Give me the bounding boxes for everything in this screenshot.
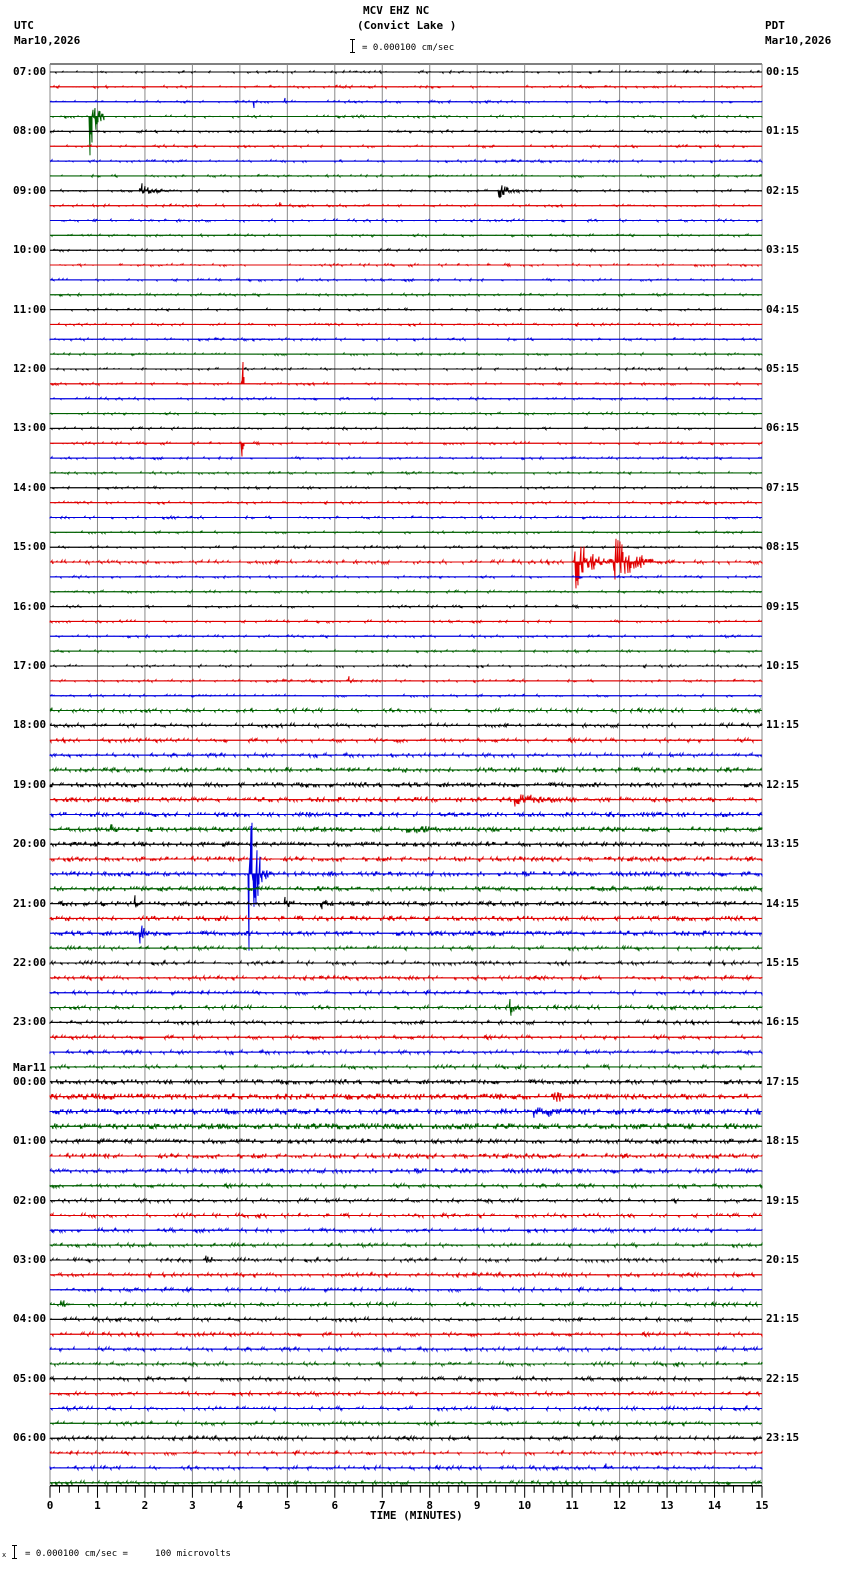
pdt-time-label: 01:15 [766, 124, 800, 138]
x-tick-label: 4 [236, 1498, 244, 1512]
pdt-time-label: 20:15 [766, 1253, 800, 1266]
pdt-time-label: 16:15 [766, 1015, 800, 1029]
scale-bar-icon [350, 39, 355, 53]
x-tick-label: 6 [331, 1498, 339, 1512]
pdt-time-label: 00:15 [766, 65, 800, 78]
x-tick-label: 0 [46, 1498, 54, 1512]
left-timezone: UTC [14, 19, 34, 32]
utc-time-label: 04:00 [13, 1312, 47, 1326]
utc-time-label: 09:00 [13, 183, 47, 197]
utc-time-label: 22:00 [13, 956, 47, 969]
utc-time-label: 18:00 [13, 718, 47, 732]
station-location: (Convict Lake ) [357, 19, 457, 32]
pdt-time-label: 14:15 [766, 896, 800, 910]
pdt-time-label: 21:15 [766, 1312, 800, 1326]
utc-time-label: 14:00 [13, 480, 47, 494]
x-tick-label: 8 [426, 1498, 434, 1512]
station-title: MCV EHZ NC [363, 4, 430, 17]
utc-time-label: 16:00 [13, 599, 47, 613]
scale-text: = 0.000100 cm/sec [362, 43, 455, 53]
utc-time-label: 20:00 [13, 837, 47, 851]
utc-time-label: 00:00 [13, 1074, 47, 1088]
x-tick-label: 13 [660, 1498, 674, 1512]
right-timezone: PDT [765, 19, 785, 32]
x-tick-label: 9 [473, 1498, 481, 1512]
utc-time-label: 13:00 [13, 421, 47, 435]
x-tick-label: 7 [378, 1498, 386, 1512]
utc-time-label: 15:00 [13, 540, 47, 554]
pdt-time-label: 19:15 [766, 1193, 800, 1207]
utc-time-label: 21:00 [13, 896, 47, 910]
pdt-time-label: 22:15 [766, 1371, 800, 1385]
x-tick-label: 15 [755, 1498, 769, 1512]
utc-time-label: 03:00 [13, 1253, 47, 1266]
pdt-time-label: 11:15 [766, 718, 800, 732]
footer-scale-text: = 0.000100 cm/sec = 100 microvolts [25, 1549, 231, 1559]
utc-time-label: 08:00 [13, 124, 47, 138]
utc-time-label: 19:00 [13, 777, 47, 791]
pdt-time-label: 18:15 [766, 1134, 800, 1148]
left-date: Mar10,2026 [14, 34, 81, 47]
footer-prefix: x [2, 1551, 7, 1559]
utc-time-label: 01:00 [13, 1134, 47, 1148]
utc-time-label: 11:00 [13, 302, 47, 316]
x-tick-label: 12 [612, 1498, 627, 1512]
utc-time-label: 12:00 [13, 362, 47, 375]
pdt-time-label: 07:15 [766, 480, 800, 494]
x-tick-label: 1 [94, 1498, 101, 1512]
pdt-time-label: 17:15 [766, 1074, 800, 1088]
pdt-time-label: 05:15 [766, 362, 800, 375]
pdt-time-label: 08:15 [766, 540, 800, 554]
utc-time-label: 23:00 [13, 1015, 47, 1029]
pdt-time-label: 12:15 [766, 777, 800, 791]
x-tick-label: 5 [284, 1498, 291, 1512]
x-tick-label: 10 [518, 1498, 532, 1512]
utc-time-label: 07:00 [13, 65, 47, 78]
x-axis-title: TIME (MINUTES) [370, 1509, 463, 1522]
footer-scale-bar-icon [12, 1545, 17, 1559]
x-tick-label: 14 [707, 1498, 722, 1512]
utc-time-label: 06:00 [13, 1431, 47, 1445]
right-date: Mar10,2026 [765, 34, 832, 47]
pdt-time-label: 15:15 [766, 956, 800, 969]
pdt-time-label: 09:15 [766, 599, 800, 613]
utc-time-label: 17:00 [13, 659, 47, 672]
pdt-time-label: 10:15 [766, 659, 800, 672]
pdt-time-label: 04:15 [766, 302, 800, 316]
x-tick-label: 3 [189, 1498, 196, 1512]
pdt-time-label: 02:15 [766, 183, 800, 197]
pdt-time-label: 06:15 [766, 421, 800, 435]
date-change-label: Mar11 [13, 1060, 47, 1074]
pdt-time-label: 23:15 [766, 1431, 800, 1445]
x-tick-label: 2 [141, 1498, 149, 1512]
utc-time-label: 05:00 [13, 1371, 47, 1385]
pdt-time-label: 13:15 [766, 837, 800, 851]
pdt-time-label: 03:15 [766, 243, 800, 257]
x-tick-label: 11 [565, 1498, 579, 1512]
utc-time-label: 02:00 [13, 1193, 47, 1207]
utc-time-label: 10:00 [13, 243, 47, 257]
